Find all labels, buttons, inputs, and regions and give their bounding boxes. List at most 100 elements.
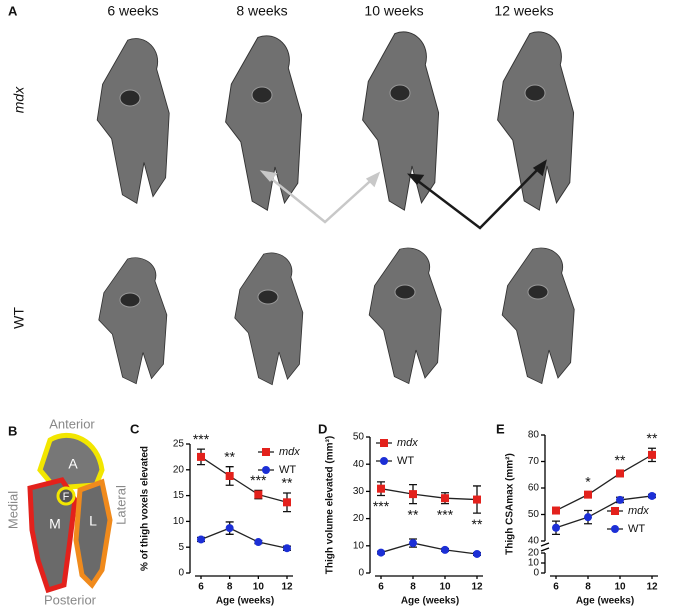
series-line [200, 527, 288, 549]
series-line [555, 454, 653, 512]
marker [648, 450, 656, 459]
x-axis-title: Age (weeks) [216, 596, 274, 607]
x-tick-label: 12 [471, 582, 483, 593]
marker [552, 523, 560, 532]
marker [552, 506, 560, 515]
significance-label: * [585, 474, 591, 490]
significance-label: *** [437, 506, 454, 522]
y-tick-label: 25 [173, 439, 185, 450]
series-line [380, 542, 478, 555]
x-tick-label: 6 [198, 582, 204, 593]
y-tick-label: 50 [528, 509, 540, 520]
marker [616, 469, 624, 478]
x-tick-label: 12 [646, 582, 658, 593]
thigh-diagram [27, 433, 113, 594]
x-tick-label: 6 [553, 582, 559, 593]
marker [197, 452, 205, 461]
y-axis-title: Thigh volume elevated (mm³) [325, 436, 336, 574]
x-tick-label: 10 [439, 582, 451, 593]
legend-label: mdx [397, 437, 418, 449]
significance-label: *** [193, 431, 210, 447]
region-label: F [63, 491, 70, 503]
marker [409, 539, 417, 548]
row-label: mdx [11, 86, 27, 113]
marker [225, 524, 234, 533]
y-tick-label: 50 [353, 432, 365, 443]
marker [254, 490, 263, 499]
y-tick-label: 0 [178, 568, 184, 579]
marker [283, 498, 291, 507]
y-tick-label: 0 [533, 568, 539, 579]
y-tick-label: 5 [178, 542, 184, 553]
marker [648, 491, 656, 500]
marker [377, 548, 385, 557]
y-tick-label: 60 [528, 483, 540, 494]
direction-label: Posterior [44, 592, 97, 607]
marker [473, 549, 481, 558]
arrows [259, 159, 547, 230]
marker [197, 535, 205, 544]
region-label: L [89, 513, 97, 529]
x-tick-label: 10 [253, 582, 265, 593]
legend-label: WT [397, 455, 414, 467]
y-axis-title: Thigh CSAmax (mm²) [505, 453, 516, 555]
marker [616, 495, 624, 504]
x-tick-label: 12 [281, 582, 293, 593]
column-label: 12 weeks [494, 3, 553, 19]
direction-label: Medial [5, 491, 20, 529]
x-tick-label: 8 [410, 582, 416, 593]
panel-label: A [8, 3, 18, 18]
y-tick-label: 10 [353, 540, 365, 551]
significance-label: ** [615, 452, 626, 468]
significance-label: *** [250, 472, 267, 488]
legend-marker [611, 507, 619, 515]
marker [377, 484, 385, 493]
marker [283, 544, 291, 553]
legend-label: WT [279, 464, 296, 476]
significance-label: ** [647, 430, 658, 446]
region-label: A [68, 456, 78, 472]
panel-label: D [318, 421, 327, 436]
panel-label: B [8, 423, 17, 438]
axis-break [540, 547, 550, 552]
y-tick-label: 0 [358, 568, 364, 579]
marker [473, 495, 481, 504]
y-tick-label: 10 [528, 558, 540, 569]
series-line [555, 495, 653, 529]
legend-marker [262, 448, 270, 456]
legend-label: WT [628, 523, 645, 535]
row-label: WT [11, 307, 27, 329]
marker [254, 538, 263, 547]
mri-images [96, 31, 575, 386]
y-tick-label: 80 [528, 430, 540, 441]
panel-label: E [496, 421, 505, 436]
direction-label: Lateral [113, 485, 128, 525]
y-tick-label: 20 [353, 513, 365, 524]
region-label: M [49, 516, 61, 532]
y-tick-label: 20 [173, 464, 185, 475]
significance-label: ** [408, 506, 419, 522]
significance-label: ** [282, 475, 293, 491]
significance-label: *** [373, 498, 390, 514]
axis-break [540, 542, 550, 547]
x-tick-label: 8 [227, 582, 233, 593]
y-tick-label: 40 [528, 536, 540, 547]
significance-label: ** [472, 516, 483, 532]
y-tick-label: 30 [353, 486, 365, 497]
panel-label: C [130, 421, 140, 436]
y-tick-label: 20 [528, 548, 540, 559]
marker [409, 490, 417, 499]
marker [584, 490, 592, 499]
significance-label: ** [224, 448, 235, 464]
column-label: 6 weeks [107, 3, 158, 19]
y-tick-label: 40 [353, 459, 365, 470]
legend-label: mdx [628, 505, 649, 517]
marker [584, 513, 592, 522]
y-tick-label: 70 [528, 456, 540, 467]
series-line [380, 488, 478, 501]
column-label: 10 weeks [364, 3, 423, 19]
marker [225, 471, 234, 480]
x-tick-label: 6 [378, 582, 384, 593]
x-axis-title: Age (weeks) [576, 596, 634, 607]
